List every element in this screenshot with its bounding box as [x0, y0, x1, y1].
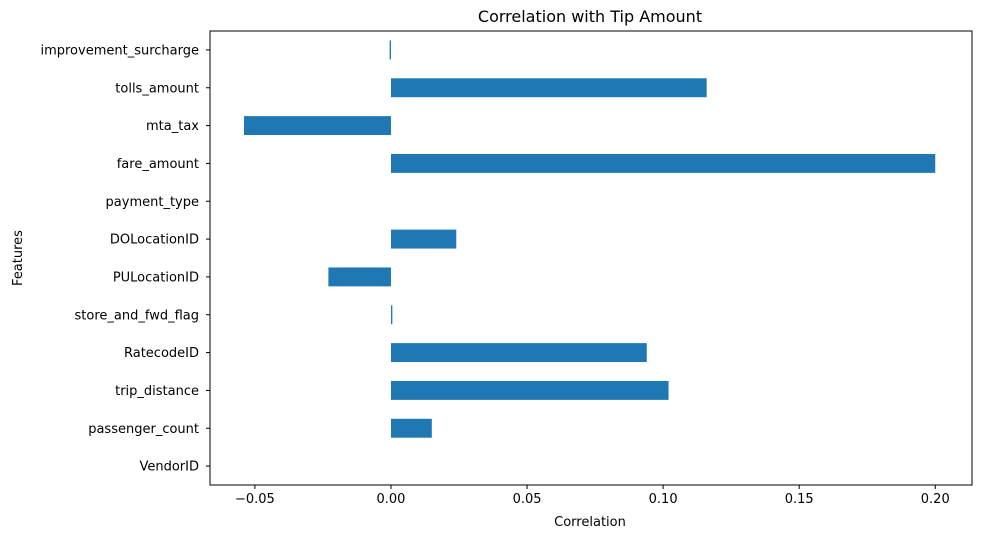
x-tick-label: 0.15	[785, 492, 814, 507]
y-tick-label: tolls_amount	[115, 81, 199, 96]
y-tick-label: store_and_fwd_flag	[75, 308, 199, 323]
x-tick-label: 0.05	[513, 492, 542, 507]
chart-title: Correlation with Tip Amount	[478, 7, 702, 26]
x-tick-label: 0.20	[921, 492, 950, 507]
y-tick-label: passenger_count	[88, 422, 199, 437]
bar-tolls_amount	[390, 78, 707, 98]
y-tick-label: VendorID	[139, 460, 199, 475]
y-tick-label: PULocationID	[113, 270, 199, 285]
y-tick-label: payment_type	[106, 195, 199, 210]
bar-RatecodeID	[390, 343, 647, 363]
bars-group	[244, 40, 936, 438]
y-tick-label: trip_distance	[115, 384, 199, 399]
y-axis-ticks: VendorID passenger_count trip_distance Rate…	[40, 43, 210, 475]
bar-fare_amount	[390, 153, 936, 173]
x-tick-label: −0.05	[235, 492, 275, 507]
y-tick-label: fare_amount	[117, 157, 199, 172]
x-tick-label: 0.10	[649, 492, 678, 507]
bar-mta_tax	[244, 116, 391, 136]
bar-store_and_fwd_flag	[390, 305, 393, 325]
y-tick-label: DOLocationID	[110, 233, 199, 248]
bar-PULocationID	[328, 267, 391, 287]
x-axis-label: Correlation	[554, 515, 626, 530]
y-axis-label: Features	[11, 230, 26, 286]
plot-area-frame	[209, 30, 973, 486]
x-axis-ticks: −0.05 0.00 0.05 0.10 0.15 0.20	[235, 485, 950, 507]
x-tick-label: 0.00	[376, 492, 405, 507]
bar-improvement_surcharge	[389, 40, 391, 60]
y-tick-label: mta_tax	[146, 119, 199, 134]
bar-passenger_count	[390, 418, 432, 438]
bar-DOLocationID	[390, 229, 457, 249]
y-tick-label: RatecodeID	[124, 346, 199, 361]
bar-trip_distance	[390, 380, 669, 400]
y-tick-label: improvement_surcharge	[40, 43, 199, 58]
